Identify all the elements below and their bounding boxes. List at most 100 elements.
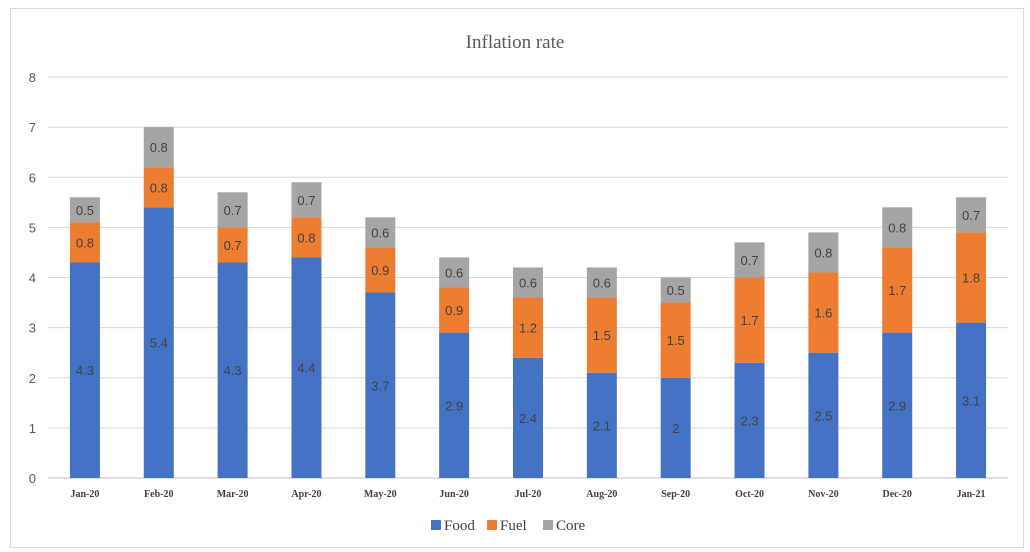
bar-segment-fuel — [808, 272, 839, 353]
x-tick-label: Jun-20 — [439, 489, 468, 500]
bar-segment-core — [882, 207, 913, 248]
legend: Food Fuel Core — [431, 518, 586, 534]
x-tick-label: Jul-20 — [515, 489, 542, 500]
data-label: 1.7 — [740, 313, 758, 328]
bar-segment-core — [291, 182, 322, 218]
x-tick-label: Dec-20 — [883, 489, 912, 500]
bar-segment-fuel — [586, 297, 617, 373]
y-tick-label: 2 — [29, 371, 36, 386]
chart-title: Inflation rate — [466, 32, 565, 53]
data-label: 4.3 — [76, 363, 94, 378]
data-label: 2.4 — [519, 411, 537, 426]
data-label: 1.7 — [888, 283, 906, 298]
x-tick-label: Jan-20 — [70, 489, 99, 500]
data-label: 1.8 — [962, 271, 980, 286]
bar-segment-fuel — [513, 297, 543, 358]
data-label: 1.2 — [519, 321, 537, 336]
y-tick-label: 1 — [29, 421, 36, 436]
data-label: 0.8 — [76, 235, 94, 250]
bar-segment-food — [956, 322, 987, 478]
x-tick-label: Apr-20 — [291, 489, 321, 500]
legend-item-core: Core — [543, 518, 586, 534]
y-tick-label: 3 — [29, 321, 36, 336]
legend-swatch — [431, 520, 441, 530]
data-label: 0.9 — [445, 303, 463, 318]
data-label: 0.8 — [297, 230, 315, 245]
bar-segment-core — [69, 197, 100, 223]
data-label: 1.5 — [667, 333, 685, 348]
bar-segment-food — [808, 352, 839, 478]
data-label: 0.7 — [297, 193, 315, 208]
data-label: 0.8 — [150, 180, 168, 195]
data-label: 0.7 — [224, 203, 242, 218]
bar-segment-core — [734, 242, 765, 278]
x-tick-label: Jan-21 — [957, 489, 986, 500]
legend-label: Food — [444, 518, 475, 534]
data-label: 0.7 — [962, 208, 980, 223]
bar-segment-fuel — [439, 287, 470, 333]
y-tick-label: 4 — [29, 271, 36, 286]
x-tick-label: Nov-20 — [808, 489, 839, 500]
y-tick-label: 5 — [29, 220, 36, 235]
data-label: 5.4 — [150, 336, 168, 351]
bar-segment-core — [143, 127, 174, 168]
data-label: 1.5 — [593, 328, 611, 343]
bar-segment-core — [217, 192, 248, 228]
y-tick-label: 8 — [29, 70, 36, 85]
bar-segment-fuel — [882, 247, 913, 333]
legend-label: Core — [556, 518, 586, 534]
bar-segment-food — [513, 357, 543, 478]
x-tick-label: May-20 — [364, 489, 397, 500]
bar-segment-food — [291, 257, 322, 478]
legend-item-fuel: Fuel — [487, 518, 527, 534]
y-tick-label: 0 — [29, 471, 36, 486]
data-label: 0.6 — [445, 265, 463, 280]
bar-segment-fuel — [143, 167, 174, 208]
y-tick-label: 6 — [29, 170, 36, 185]
y-tick-label: 7 — [29, 120, 36, 135]
data-label: 2.1 — [593, 418, 611, 433]
x-tick-label: Sep-20 — [661, 489, 690, 500]
data-label: 2 — [672, 421, 679, 436]
data-label: 0.5 — [667, 283, 685, 298]
data-label: 2.5 — [814, 408, 832, 423]
data-label: 2.9 — [888, 398, 906, 413]
legend-label: Fuel — [500, 518, 527, 534]
data-label: 0.6 — [593, 276, 611, 291]
data-label: 0.8 — [150, 140, 168, 155]
data-label: 0.6 — [519, 276, 537, 291]
bar-segment-food — [882, 332, 913, 478]
bar-segment-fuel — [217, 227, 248, 263]
bar-segment-food — [439, 332, 470, 478]
bars: 4.3 0.8 0.5 5.4 0.8 0.8 4.3 0.7 0.7 4.4 0.8 0.7 3.7 0… — [69, 127, 987, 478]
data-label: 0.9 — [371, 263, 389, 278]
bar-segment-core — [439, 257, 470, 288]
data-label: 0.6 — [371, 225, 389, 240]
x-tick-label: Feb-20 — [144, 489, 173, 500]
bar-segment-core — [660, 277, 691, 303]
bar-segment-fuel — [69, 222, 100, 263]
grid-lines — [48, 76, 1008, 479]
data-label: 3.1 — [962, 393, 980, 408]
data-label: 0.7 — [224, 238, 242, 253]
data-label: 4.3 — [224, 363, 242, 378]
data-label: 0.5 — [76, 203, 94, 218]
x-tick-label: Aug-20 — [586, 489, 617, 500]
bar-segment-food — [365, 292, 396, 478]
data-label: 0.8 — [814, 245, 832, 260]
bar-segment-core — [586, 267, 617, 298]
bar-segment-core — [513, 267, 543, 298]
bar-segment-food — [217, 262, 248, 478]
bar-segment-core — [956, 197, 987, 233]
bar-segment-food — [143, 207, 174, 478]
bar-segment-food — [69, 262, 100, 478]
legend-item-food: Food — [431, 518, 475, 534]
bar-segment-food — [734, 362, 765, 478]
x-tick-label: Oct-20 — [735, 489, 764, 500]
legend-swatch — [487, 520, 497, 530]
data-label: 1.6 — [814, 306, 832, 321]
bar-segment-core — [365, 217, 396, 248]
x-axis: Jan-20 Feb-20 Mar-20 Apr-20 May-20 Jun-20 Jul-… — [70, 489, 985, 500]
data-label: 2.3 — [740, 413, 758, 428]
